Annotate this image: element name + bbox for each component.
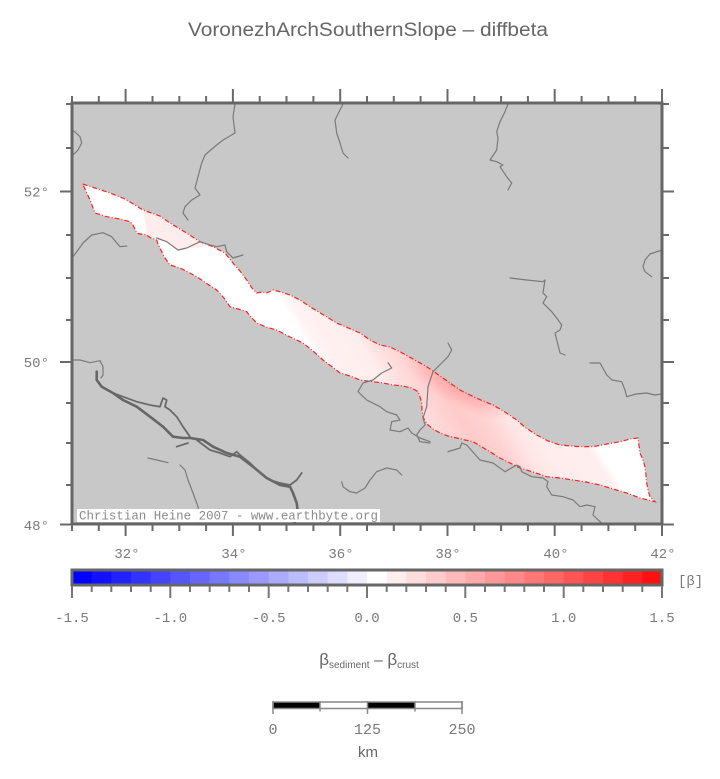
credit-box [77,509,380,522]
scale-segment [415,702,462,709]
sediment-subscript: sediment [329,660,370,671]
river-dnieper [95,370,300,524]
colorbar-bin [603,570,624,585]
minus-sign: – [370,652,388,669]
colorbar-bin [426,570,447,585]
colorbar-bin [91,570,112,585]
river-line [182,103,236,221]
scale-segment [320,702,368,709]
colorbar-bin [327,570,348,585]
river-dnieper-branch [112,392,191,438]
river-line [509,277,566,356]
river-line [341,467,403,494]
river-line [175,442,189,448]
lon-label-38: 38° [435,547,460,563]
colorbar-label: 1.0 [551,611,576,627]
colorbar-ticks [71,586,663,598]
scale-segment [273,702,320,709]
river-line [156,237,244,259]
colorbar-bin [229,570,250,585]
scale-ticks [272,701,463,714]
colorbar-bin [563,570,584,585]
scale-segment [367,702,415,709]
map-frame [70,101,664,526]
pale-band-nw [143,208,207,251]
lat-label-48: 48° [24,519,49,535]
map-panel: Christian Heine 2007 - www.earthbyte.org… [24,89,676,563]
colorbar-label-min: -1.5 [55,611,89,627]
colorbar-unit-label: [β] [678,574,703,590]
colorbar-bin [131,570,152,585]
colorbar-bin [288,570,309,585]
river-dnieper-branch [195,439,303,486]
credit-text: Christian Heine 2007 - www.earthbyte.org [79,510,378,524]
colorbar-bin [465,570,486,585]
colorbar-bin [622,570,643,585]
colorbar-bin [406,570,427,585]
colorbar-bin [308,570,329,585]
scale-label-250: 250 [448,722,475,739]
colorbar-bin [170,570,191,585]
lat-label-52: 52° [24,186,49,202]
river-line [642,249,662,278]
scale-unit: km [358,744,378,761]
colorbar-label: -1.0 [153,611,187,627]
lon-label-36: 36° [328,547,353,563]
scale-label-125: 125 [354,722,381,739]
river-line [447,442,604,524]
colorbar-bin [209,570,230,585]
colorbar-bin [386,570,407,585]
river-line [72,359,104,379]
rivers [72,103,662,524]
colorbar-bin [583,570,604,585]
lon-label-34: 34° [221,547,246,563]
quantity-label: βsediment – βcrust [319,650,419,671]
river-line [589,362,662,398]
colorbar-bin [190,570,211,585]
beta-symbol: β [387,650,397,669]
colorbar-bin [111,570,132,585]
colorbar-bin [445,570,466,585]
colorbar-frame [70,568,664,587]
colorbar-bins [72,570,663,585]
scale-bar: 0 125 250 km [268,701,476,761]
colorbar-bin [524,570,545,585]
lat-label-50: 50° [24,356,49,372]
colorbar-bin [347,570,368,585]
top-axis-ticks [71,89,663,102]
river-line [72,129,83,156]
left-axis-ticks [60,103,71,526]
colorbar-bin [72,570,93,585]
colorbar-bin [642,570,663,585]
colorbar-label: 0.5 [453,611,478,627]
beta-symbol: β [319,650,329,669]
river-line [357,362,431,443]
river-line [147,457,169,464]
river-line [416,342,453,444]
river-line [72,232,128,259]
crust-subscript: crust [397,660,419,671]
colorbar-label: -0.5 [252,611,286,627]
colorbar-bin [249,570,270,585]
colorbar-label-max: 1.5 [649,611,674,627]
colorbar-bin [367,570,388,585]
right-axis-ticks [663,103,674,526]
figure-title: VoronezhArchSouthernSlope – diffbeta [188,20,548,41]
lon-label-32: 32° [114,547,139,563]
colorbar: -1.5 -1.0 -0.5 0.0 0.5 1.0 1.5 [β] [55,568,703,627]
colorbar-bin [485,570,506,585]
lon-label-40: 40° [543,547,568,563]
colorbar-bin [150,570,171,585]
bottom-axis-ticks [71,525,663,536]
river-line [489,103,513,191]
colorbar-bin [544,570,565,585]
colorbar-bin [268,570,289,585]
colorbar-label: 0.0 [354,611,379,627]
river-line [334,103,349,159]
scale-label-0: 0 [268,722,277,739]
colorbar-bin [504,570,525,585]
lon-label-42: 42° [650,547,675,563]
